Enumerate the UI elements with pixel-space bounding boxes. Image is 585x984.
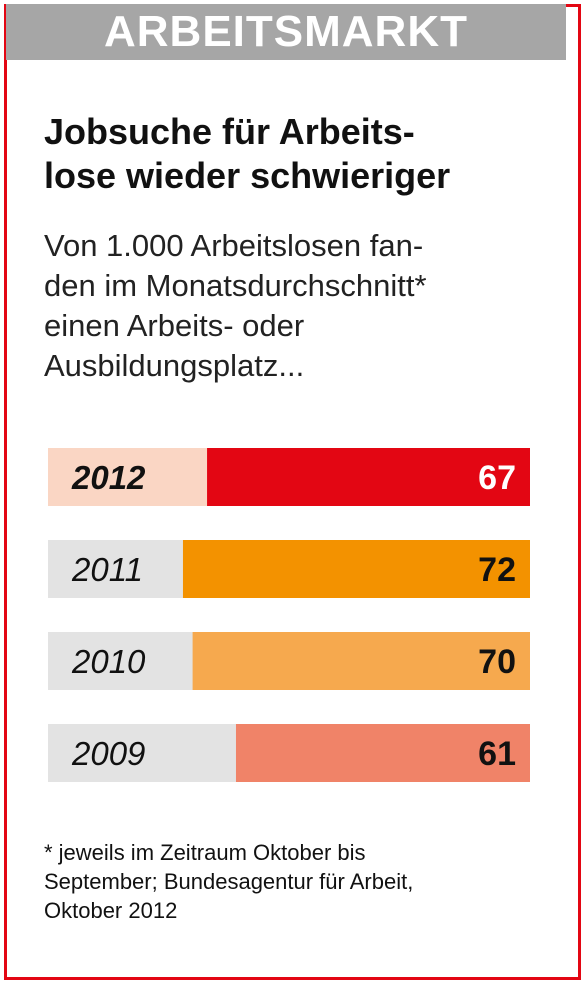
- bar-2012: [207, 448, 530, 506]
- footnote: * jeweils im Zeitraum Oktober bis Septem…: [44, 838, 544, 925]
- chart-subtitle: Von 1.000 Arbeitslosen fan- den im Monat…: [44, 226, 544, 386]
- section-header: ARBEITSMARKT: [6, 4, 566, 60]
- chart-title-line: Jobsuche für Arbeits-: [44, 111, 415, 152]
- value-label: 70: [478, 643, 516, 681]
- chart-title: Jobsuche für Arbeits- lose wieder schwie…: [44, 110, 544, 198]
- footnote-line: Oktober 2012: [44, 898, 178, 923]
- chart-subtitle-line: Ausbildungsplatz...: [44, 348, 305, 383]
- bar-2010: [192, 632, 530, 690]
- category-label: 2009: [71, 735, 145, 772]
- category-label: 2010: [71, 643, 146, 680]
- category-label: 2012: [71, 459, 146, 496]
- chart-subtitle-line: den im Monatsdurchschnitt*: [44, 268, 427, 303]
- footnote-line: * jeweils im Zeitraum Oktober bis: [44, 840, 366, 865]
- value-label: 61: [478, 735, 516, 773]
- chart-subtitle-line: Von 1.000 Arbeitslosen fan-: [44, 228, 424, 263]
- value-label: 67: [478, 459, 516, 497]
- footnote-line: September; Bundesagentur für Arbeit,: [44, 869, 414, 894]
- bar-2009: [235, 724, 531, 782]
- value-label: 72: [478, 551, 516, 589]
- chart-title-line: lose wieder schwieriger: [44, 155, 451, 196]
- category-label: 2011: [71, 551, 143, 588]
- chart-subtitle-line: einen Arbeits- oder: [44, 308, 305, 343]
- bar-2011: [182, 540, 530, 598]
- section-header-label: ARBEITSMARKT: [104, 7, 468, 56]
